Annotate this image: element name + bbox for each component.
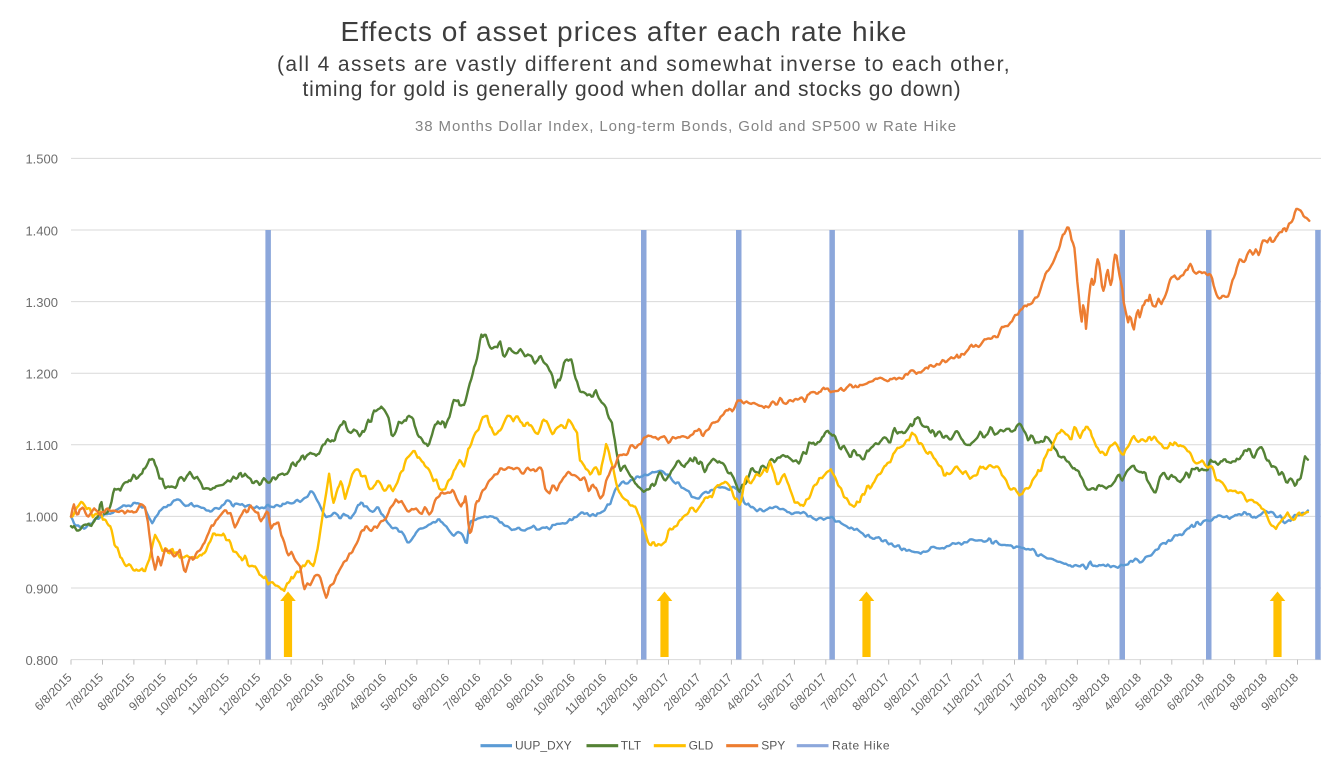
svg-text:0.900: 0.900 (25, 581, 58, 596)
svg-text:1.300: 1.300 (25, 295, 58, 310)
svg-text:TLT: TLT (621, 739, 642, 753)
svg-text:timing for gold is generally g: timing for gold is generally good when d… (303, 78, 962, 101)
svg-text:Rate Hike: Rate Hike (832, 739, 890, 753)
svg-text:0.800: 0.800 (25, 653, 58, 668)
svg-text:1.200: 1.200 (25, 367, 58, 382)
svg-text:1.400: 1.400 (25, 223, 58, 238)
svg-text:38 Months Dollar Index, Long-t: 38 Months Dollar Index, Long-term Bonds,… (415, 118, 957, 135)
svg-text:(all 4 assets are vastly diffe: (all 4 assets are vastly different and s… (277, 53, 1011, 76)
svg-text:UUP_DXY: UUP_DXY (515, 739, 572, 753)
svg-text:SPY: SPY (761, 739, 785, 753)
svg-text:1.500: 1.500 (25, 152, 58, 167)
svg-text:GLD: GLD (689, 739, 714, 753)
svg-text:1.100: 1.100 (25, 438, 58, 453)
svg-text:1.000: 1.000 (25, 510, 58, 525)
svg-text:Effects of asset prices after: Effects of asset prices after each rate … (340, 16, 907, 47)
